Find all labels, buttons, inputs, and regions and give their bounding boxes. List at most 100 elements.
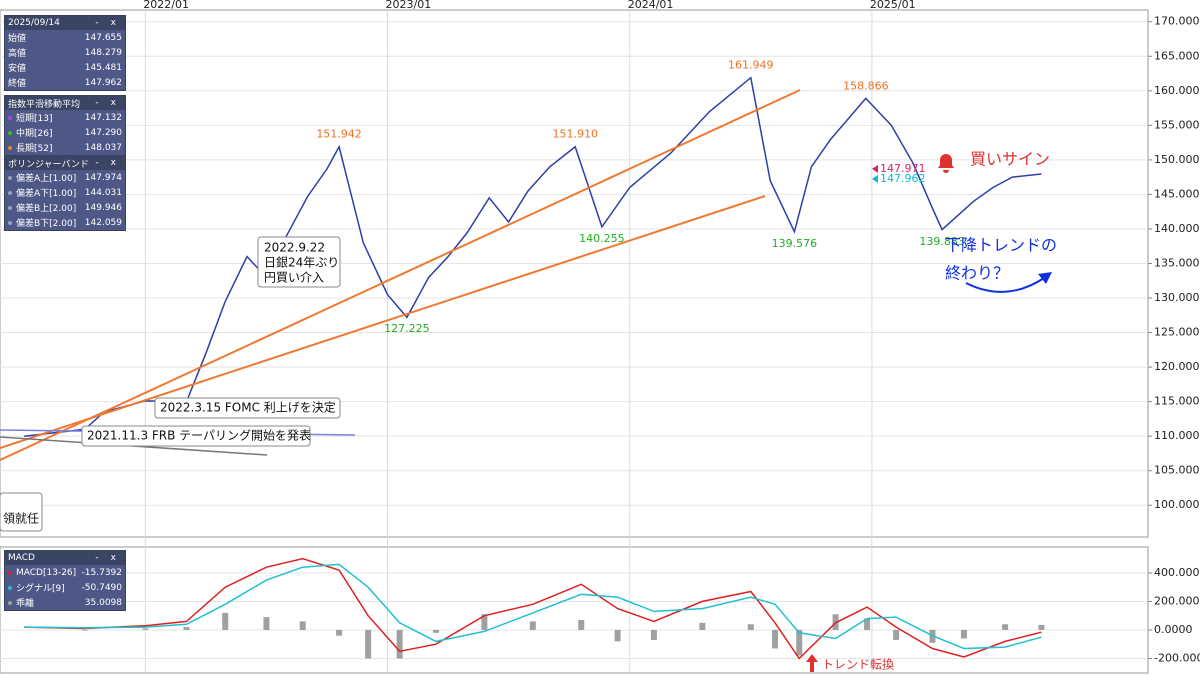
- legend-dot: [8, 115, 12, 120]
- panel-control[interactable]: x: [110, 98, 116, 108]
- x-tick-label: 2023/01: [386, 0, 432, 11]
- row-label: シグナル[9]: [16, 584, 65, 594]
- panel-row: 終値 147.962: [5, 75, 125, 90]
- legend-dot: [8, 220, 12, 225]
- last-marker: [872, 164, 878, 173]
- legend-dot: [8, 175, 12, 180]
- trend-note: 終わり？: [945, 264, 1009, 283]
- row-label: 始値: [8, 34, 27, 44]
- panel-header: MACD - x: [5, 551, 125, 565]
- row-value: -50.7490: [81, 582, 122, 593]
- histogram-bar: [864, 618, 871, 630]
- peak-label: 151.910: [552, 128, 598, 141]
- info-panel: MACD - x MACD[13-26] -15.7392 シグナル[9] -50.7490…: [4, 550, 126, 611]
- y-tick-label: 160.000: [1154, 84, 1200, 97]
- callout-text: 領就任: [3, 511, 39, 526]
- y-tick-label: 115.000: [1154, 395, 1200, 408]
- y-tick-label: 155.000: [1154, 118, 1200, 131]
- y-tick-label: -200.0000: [1154, 651, 1200, 664]
- info-panel: 2025/09/14 - x 始値 147.655 高値 148.279 安値 145.481 終…: [4, 15, 126, 91]
- peak-label: 140.255: [579, 232, 625, 245]
- row-value: -15.7392: [81, 567, 122, 578]
- trend-line: [0, 195, 766, 449]
- panel-row: 偏差A上[1.00] 147.974: [5, 170, 125, 185]
- legend-dot: [8, 570, 12, 575]
- callout-text: 2022.9.22: [264, 241, 325, 255]
- histogram-bar: [1038, 624, 1045, 630]
- panel-row: 中期[26] 147.290: [5, 125, 125, 140]
- legend-dot: [8, 585, 12, 590]
- panel-control[interactable]: x: [110, 18, 116, 28]
- last-label: 147.971: [880, 162, 926, 175]
- panel-row: 偏差B上[2.00] 149.946: [5, 200, 125, 215]
- row-label: 終値: [8, 79, 27, 89]
- y-tick-label: 400.0000: [1154, 566, 1200, 579]
- y-tick-label: 110.000: [1154, 429, 1200, 442]
- panel-row: 長期[52] 148.037: [5, 140, 125, 155]
- callout-text: 円買い介入: [264, 271, 324, 285]
- histogram-bar: [336, 629, 343, 636]
- panel-control[interactable]: -: [95, 18, 99, 28]
- panel-control[interactable]: -: [95, 158, 99, 168]
- row-value: 147.655: [84, 32, 122, 43]
- legend-dot: [8, 205, 12, 210]
- x-tick-label: 2025/01: [870, 0, 916, 11]
- buy-sign: 買いサイン: [970, 150, 1050, 169]
- row-value: 144.031: [84, 187, 122, 198]
- panel-row: 乖離 35.0098: [5, 595, 125, 610]
- trend-line: [0, 89, 801, 461]
- row-label: 偏差A上[1.00]: [16, 174, 77, 184]
- peak-label: 139.576: [772, 237, 818, 250]
- histogram-bar: [1002, 624, 1009, 630]
- row-value: 149.946: [84, 202, 122, 213]
- panel-control[interactable]: -: [95, 553, 99, 563]
- panel-row: 始値 147.655: [5, 30, 125, 45]
- panel-control[interactable]: -: [95, 98, 99, 108]
- row-value: 147.132: [84, 112, 122, 123]
- peak-label: 161.949: [728, 58, 774, 71]
- row-value: 35.0098: [84, 597, 122, 608]
- panel-row: 短期[13] 147.132: [5, 110, 125, 125]
- peak-label: 151.942: [316, 127, 362, 140]
- panel-row: 偏差A下[1.00] 144.031: [5, 185, 125, 200]
- callout-text: 2022.3.15 FOMC 利上げを決定: [160, 400, 336, 415]
- peak-label: 127.225: [384, 322, 430, 335]
- macd-frame: [0, 546, 1149, 674]
- y-tick-label: 140.000: [1154, 222, 1200, 235]
- y-tick-label: 120.000: [1154, 360, 1200, 373]
- legend-dot: [8, 145, 12, 150]
- y-tick-label: 200.0000: [1154, 594, 1200, 607]
- bell-icon: [938, 154, 954, 173]
- trend-arrow-head: [1038, 272, 1052, 284]
- histogram-bar: [263, 617, 270, 630]
- histogram-bar: [142, 628, 149, 630]
- y-tick-label: 125.000: [1154, 326, 1200, 339]
- panel-title: MACD: [8, 553, 35, 563]
- histogram-bar: [893, 629, 900, 640]
- row-label: 高値: [8, 49, 27, 59]
- histogram-bar: [699, 622, 706, 630]
- histogram-bar: [432, 629, 439, 633]
- panel-row: 安値 145.481: [5, 60, 125, 75]
- panel-title: 指数平滑移動平均: [8, 99, 81, 110]
- histogram-bar: [183, 627, 190, 630]
- legend-dot: [8, 130, 12, 135]
- panel-header: 2025/09/14 - x: [5, 16, 125, 30]
- panel-control[interactable]: x: [110, 158, 116, 168]
- row-value: 148.279: [84, 47, 122, 58]
- histogram-bar: [796, 629, 803, 656]
- panel-row: 偏差B下[2.00] 142.059: [5, 215, 125, 230]
- histogram-bar: [960, 629, 967, 639]
- panel-control[interactable]: x: [110, 553, 116, 563]
- y-tick-label: 105.000: [1154, 464, 1200, 477]
- row-value: 148.037: [84, 142, 122, 153]
- callout-box: [81, 425, 311, 447]
- legend-dot: [8, 190, 12, 195]
- y-tick-label: 145.000: [1154, 187, 1200, 200]
- panel-title: 2025/09/14: [8, 18, 60, 28]
- row-label: 中期[26]: [16, 129, 53, 139]
- row-value: 145.481: [84, 62, 122, 73]
- y-tick-label: 100.000: [1154, 498, 1200, 511]
